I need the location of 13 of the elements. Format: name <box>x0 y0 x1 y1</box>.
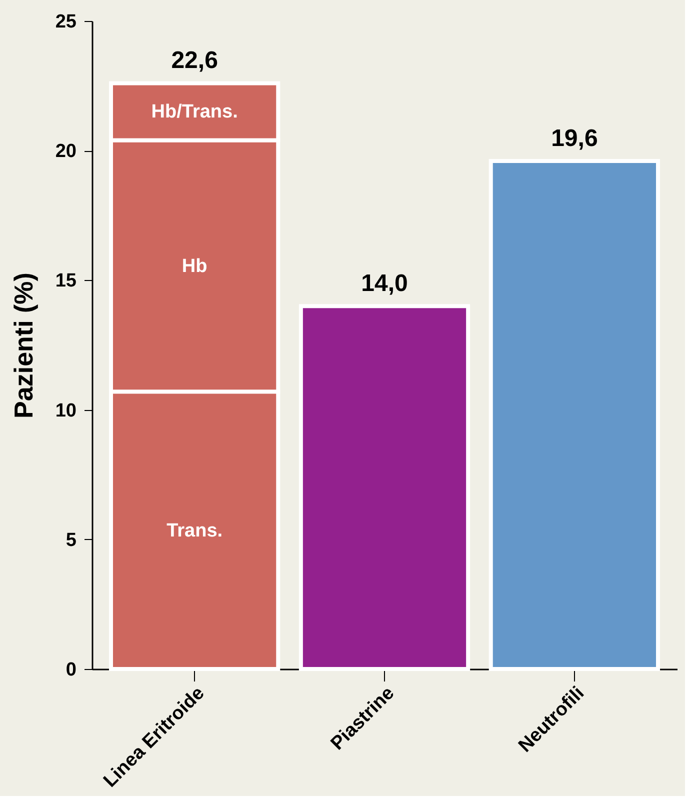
y-tick-label: 15 <box>55 270 77 292</box>
total-label: 14,0 <box>361 270 408 298</box>
y-tick-label: 20 <box>55 141 76 162</box>
y-tick-label: 5 <box>66 530 77 551</box>
total-label: 19,6 <box>551 124 598 152</box>
y-axis-title: Pazienti (%) <box>8 272 38 418</box>
total-label: 22,6 <box>171 47 218 74</box>
y-tick-label: 0 <box>66 660 76 680</box>
y-tick-label: 25 <box>55 12 77 32</box>
series-label: Hb/Trans. <box>151 102 238 123</box>
series-label: Trans. <box>166 520 223 542</box>
y-tick-label: 10 <box>55 400 76 422</box>
series-label: Hb <box>182 256 208 277</box>
